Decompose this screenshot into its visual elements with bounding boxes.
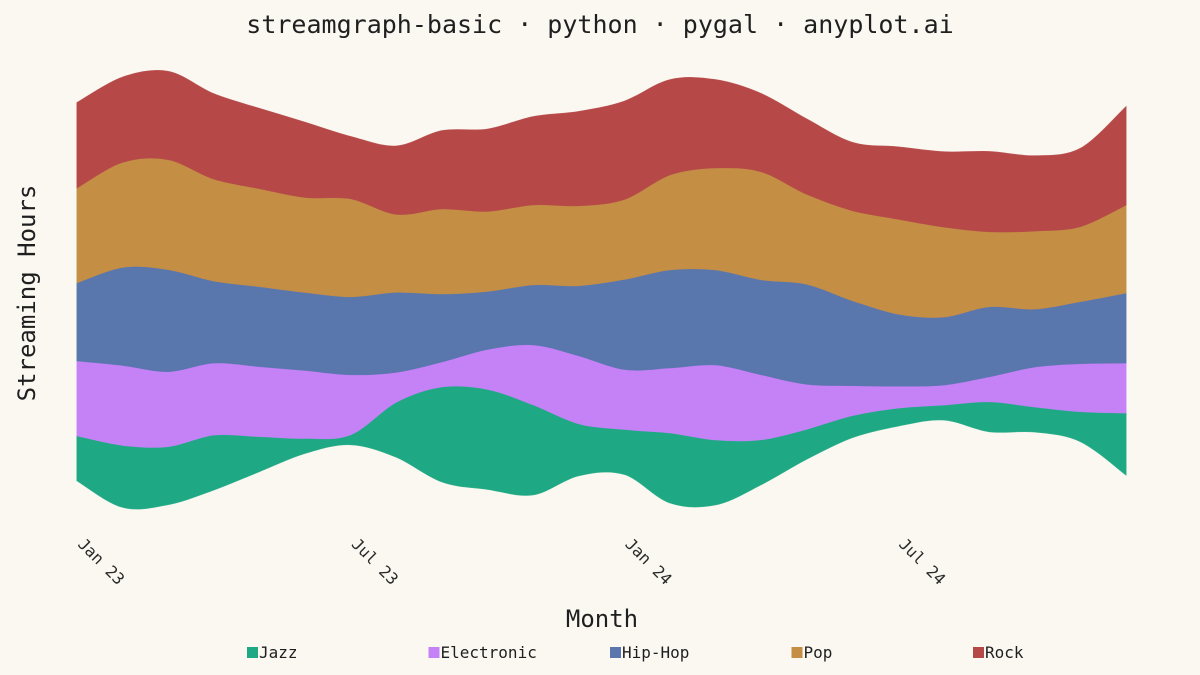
legend-label: Hip-Hop <box>622 643 689 662</box>
legend-swatch <box>247 647 258 658</box>
legend-swatch <box>610 647 621 658</box>
legend-label: Jazz <box>259 643 298 662</box>
legend-label: Electronic <box>441 643 537 662</box>
x-axis-ticks: Jan 23 Jul 23 Jan 24 Jul 24 <box>74 534 949 588</box>
legend: Jazz Electronic Hip-Hop Pop Rock <box>247 643 1024 662</box>
legend-item-rock[interactable]: Rock <box>973 643 1024 662</box>
legend-label: Rock <box>985 643 1024 662</box>
x-tick-label: Jul 24 <box>895 534 949 588</box>
legend-item-jazz[interactable]: Jazz <box>247 643 298 662</box>
stream-rock <box>76 69 1127 233</box>
legend-label: Pop <box>804 643 833 662</box>
chart-title: streamgraph-basic · python · pygal · any… <box>246 10 953 39</box>
legend-item-pop[interactable]: Pop <box>791 643 833 662</box>
legend-swatch <box>791 647 803 658</box>
stream-layers <box>76 69 1127 510</box>
x-tick-label: Jan 24 <box>621 534 675 588</box>
legend-swatch <box>428 647 440 658</box>
x-tick-label: Jul 23 <box>348 534 402 588</box>
y-axis-title: Streaming Hours <box>13 185 41 402</box>
x-tick-label: Jan 23 <box>74 534 128 588</box>
legend-swatch <box>973 647 984 658</box>
x-axis-title: Month <box>566 605 638 633</box>
legend-item-electronic[interactable]: Electronic <box>428 643 537 662</box>
legend-item-hip-hop[interactable]: Hip-Hop <box>610 643 689 662</box>
